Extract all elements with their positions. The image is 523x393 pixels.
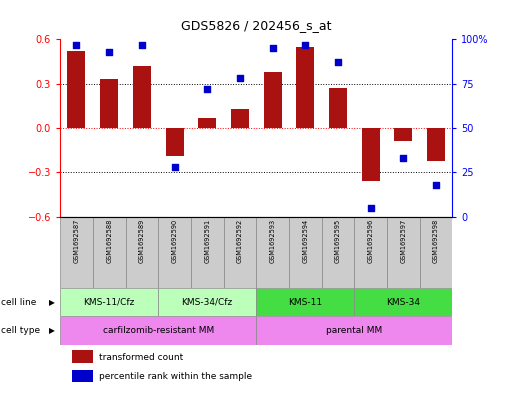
- Text: KMS-34: KMS-34: [386, 298, 420, 307]
- Text: transformed count: transformed count: [99, 353, 184, 362]
- Bar: [72, 351, 94, 363]
- Bar: [72, 370, 94, 382]
- Bar: [387, 217, 419, 288]
- Text: GSM1692591: GSM1692591: [204, 219, 210, 263]
- Bar: [355, 288, 452, 316]
- Bar: [133, 66, 151, 128]
- Point: [334, 59, 342, 66]
- Text: GSM1692588: GSM1692588: [106, 219, 112, 263]
- Bar: [60, 217, 93, 288]
- Text: GSM1692596: GSM1692596: [368, 219, 373, 263]
- Point: [268, 45, 277, 51]
- Bar: [100, 79, 118, 128]
- Text: GSM1692594: GSM1692594: [302, 219, 308, 263]
- Bar: [329, 88, 347, 128]
- Text: GSM1692593: GSM1692593: [270, 219, 276, 263]
- Bar: [264, 72, 281, 128]
- Point: [105, 49, 113, 55]
- Bar: [297, 47, 314, 128]
- Bar: [60, 316, 256, 345]
- Text: ▶: ▶: [49, 326, 54, 335]
- Bar: [427, 128, 445, 161]
- Point: [367, 205, 375, 211]
- Bar: [231, 109, 249, 128]
- Text: GSM1692587: GSM1692587: [74, 219, 79, 263]
- Text: parental MM: parental MM: [326, 326, 382, 335]
- Text: GSM1692598: GSM1692598: [433, 219, 439, 263]
- Point: [399, 155, 407, 162]
- Point: [138, 42, 146, 48]
- Bar: [256, 217, 289, 288]
- Text: ▶: ▶: [49, 298, 54, 307]
- Text: KMS-11/Cfz: KMS-11/Cfz: [84, 298, 135, 307]
- Bar: [198, 118, 216, 128]
- Bar: [158, 217, 191, 288]
- Point: [301, 42, 310, 48]
- Bar: [256, 316, 452, 345]
- Point: [236, 75, 244, 81]
- Text: GSM1692589: GSM1692589: [139, 219, 145, 263]
- Point: [170, 164, 179, 170]
- Point: [72, 42, 81, 48]
- Bar: [224, 217, 256, 288]
- Text: KMS-11: KMS-11: [288, 298, 322, 307]
- Text: GSM1692597: GSM1692597: [401, 219, 406, 263]
- Text: GSM1692595: GSM1692595: [335, 219, 341, 263]
- Text: carfilzomib-resistant MM: carfilzomib-resistant MM: [103, 326, 214, 335]
- Bar: [126, 217, 158, 288]
- Bar: [289, 217, 322, 288]
- Bar: [256, 288, 355, 316]
- Text: cell line: cell line: [1, 298, 36, 307]
- Bar: [93, 217, 126, 288]
- Text: KMS-34/Cfz: KMS-34/Cfz: [181, 298, 233, 307]
- Point: [203, 86, 211, 92]
- Bar: [362, 128, 380, 181]
- Text: cell type: cell type: [1, 326, 40, 335]
- Bar: [67, 51, 85, 128]
- Text: GDS5826 / 202456_s_at: GDS5826 / 202456_s_at: [181, 19, 332, 32]
- Text: percentile rank within the sample: percentile rank within the sample: [99, 372, 253, 381]
- Text: GSM1692592: GSM1692592: [237, 219, 243, 263]
- Bar: [60, 288, 158, 316]
- Text: GSM1692590: GSM1692590: [172, 219, 177, 263]
- Bar: [419, 217, 452, 288]
- Bar: [322, 217, 355, 288]
- Bar: [158, 288, 256, 316]
- Point: [432, 182, 440, 188]
- Bar: [394, 128, 412, 141]
- Bar: [191, 217, 224, 288]
- Bar: [166, 128, 184, 156]
- Bar: [355, 217, 387, 288]
